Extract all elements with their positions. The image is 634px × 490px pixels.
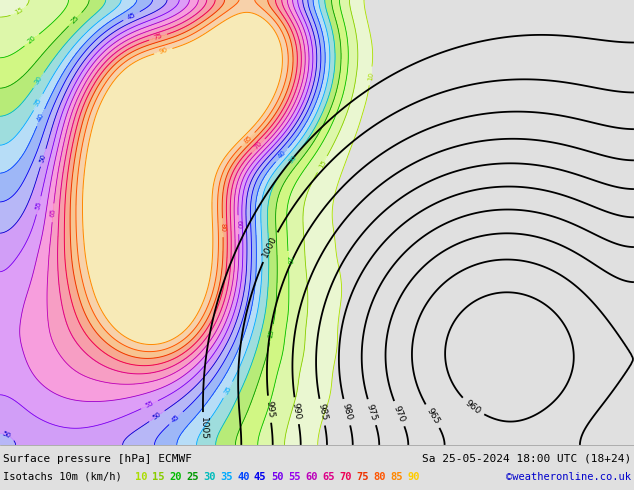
Text: 960: 960: [463, 398, 482, 416]
Text: 25: 25: [268, 328, 275, 338]
Text: 980: 980: [340, 403, 353, 422]
Text: 10: 10: [135, 472, 148, 482]
Text: 45: 45: [254, 472, 266, 482]
Text: 80: 80: [219, 223, 226, 232]
Text: 85: 85: [243, 134, 254, 145]
Text: 65: 65: [322, 472, 335, 482]
Text: 50: 50: [39, 152, 48, 163]
Text: 55: 55: [288, 472, 301, 482]
Text: 50: 50: [271, 472, 283, 482]
Text: 60: 60: [235, 220, 242, 229]
Text: 60: 60: [305, 472, 318, 482]
Text: 20: 20: [285, 256, 292, 265]
Text: Isotachs 10m (km/h): Isotachs 10m (km/h): [3, 472, 128, 482]
Text: 20: 20: [169, 472, 181, 482]
Text: Sa 25-05-2024 18:00 UTC (18+24): Sa 25-05-2024 18:00 UTC (18+24): [422, 454, 631, 464]
Text: 85: 85: [390, 472, 403, 482]
Text: 75: 75: [153, 33, 163, 41]
Text: 40: 40: [237, 472, 250, 482]
Text: 80: 80: [373, 472, 385, 482]
Text: 970: 970: [392, 404, 406, 423]
Text: 70: 70: [339, 472, 351, 482]
Text: 1005: 1005: [198, 417, 208, 440]
Text: 35: 35: [220, 472, 233, 482]
Text: 40: 40: [36, 112, 45, 123]
Text: 90: 90: [158, 47, 169, 55]
Text: 30: 30: [34, 75, 44, 86]
Text: 45: 45: [171, 413, 181, 423]
Text: 1000: 1000: [261, 235, 279, 259]
Text: 10: 10: [367, 71, 374, 81]
Text: 15: 15: [14, 7, 25, 16]
Text: Surface pressure [hPa] ECMWF: Surface pressure [hPa] ECMWF: [3, 454, 192, 464]
Text: 985: 985: [316, 403, 328, 421]
Text: 55: 55: [35, 200, 42, 210]
Text: 75: 75: [356, 472, 368, 482]
Text: 45: 45: [126, 11, 137, 21]
Text: 30: 30: [203, 472, 216, 482]
Text: 55: 55: [145, 400, 155, 409]
Text: 90: 90: [407, 472, 420, 482]
Text: 990: 990: [291, 401, 302, 420]
Text: 40: 40: [276, 149, 287, 160]
Text: 50: 50: [1, 430, 11, 440]
Text: 30: 30: [287, 153, 298, 164]
Text: 35: 35: [34, 97, 43, 107]
Text: 65: 65: [49, 208, 56, 218]
Text: 975: 975: [365, 403, 378, 422]
Text: 35: 35: [223, 385, 233, 395]
Text: 995: 995: [264, 400, 275, 418]
Text: 15: 15: [152, 472, 164, 482]
Text: 50: 50: [152, 411, 162, 421]
Text: 25: 25: [186, 472, 198, 482]
Text: 25: 25: [70, 14, 81, 24]
Text: ©weatheronline.co.uk: ©weatheronline.co.uk: [506, 472, 631, 482]
Text: 70: 70: [253, 141, 264, 151]
Text: 965: 965: [424, 406, 441, 426]
Text: 20: 20: [27, 35, 37, 45]
Text: 15: 15: [318, 159, 327, 170]
